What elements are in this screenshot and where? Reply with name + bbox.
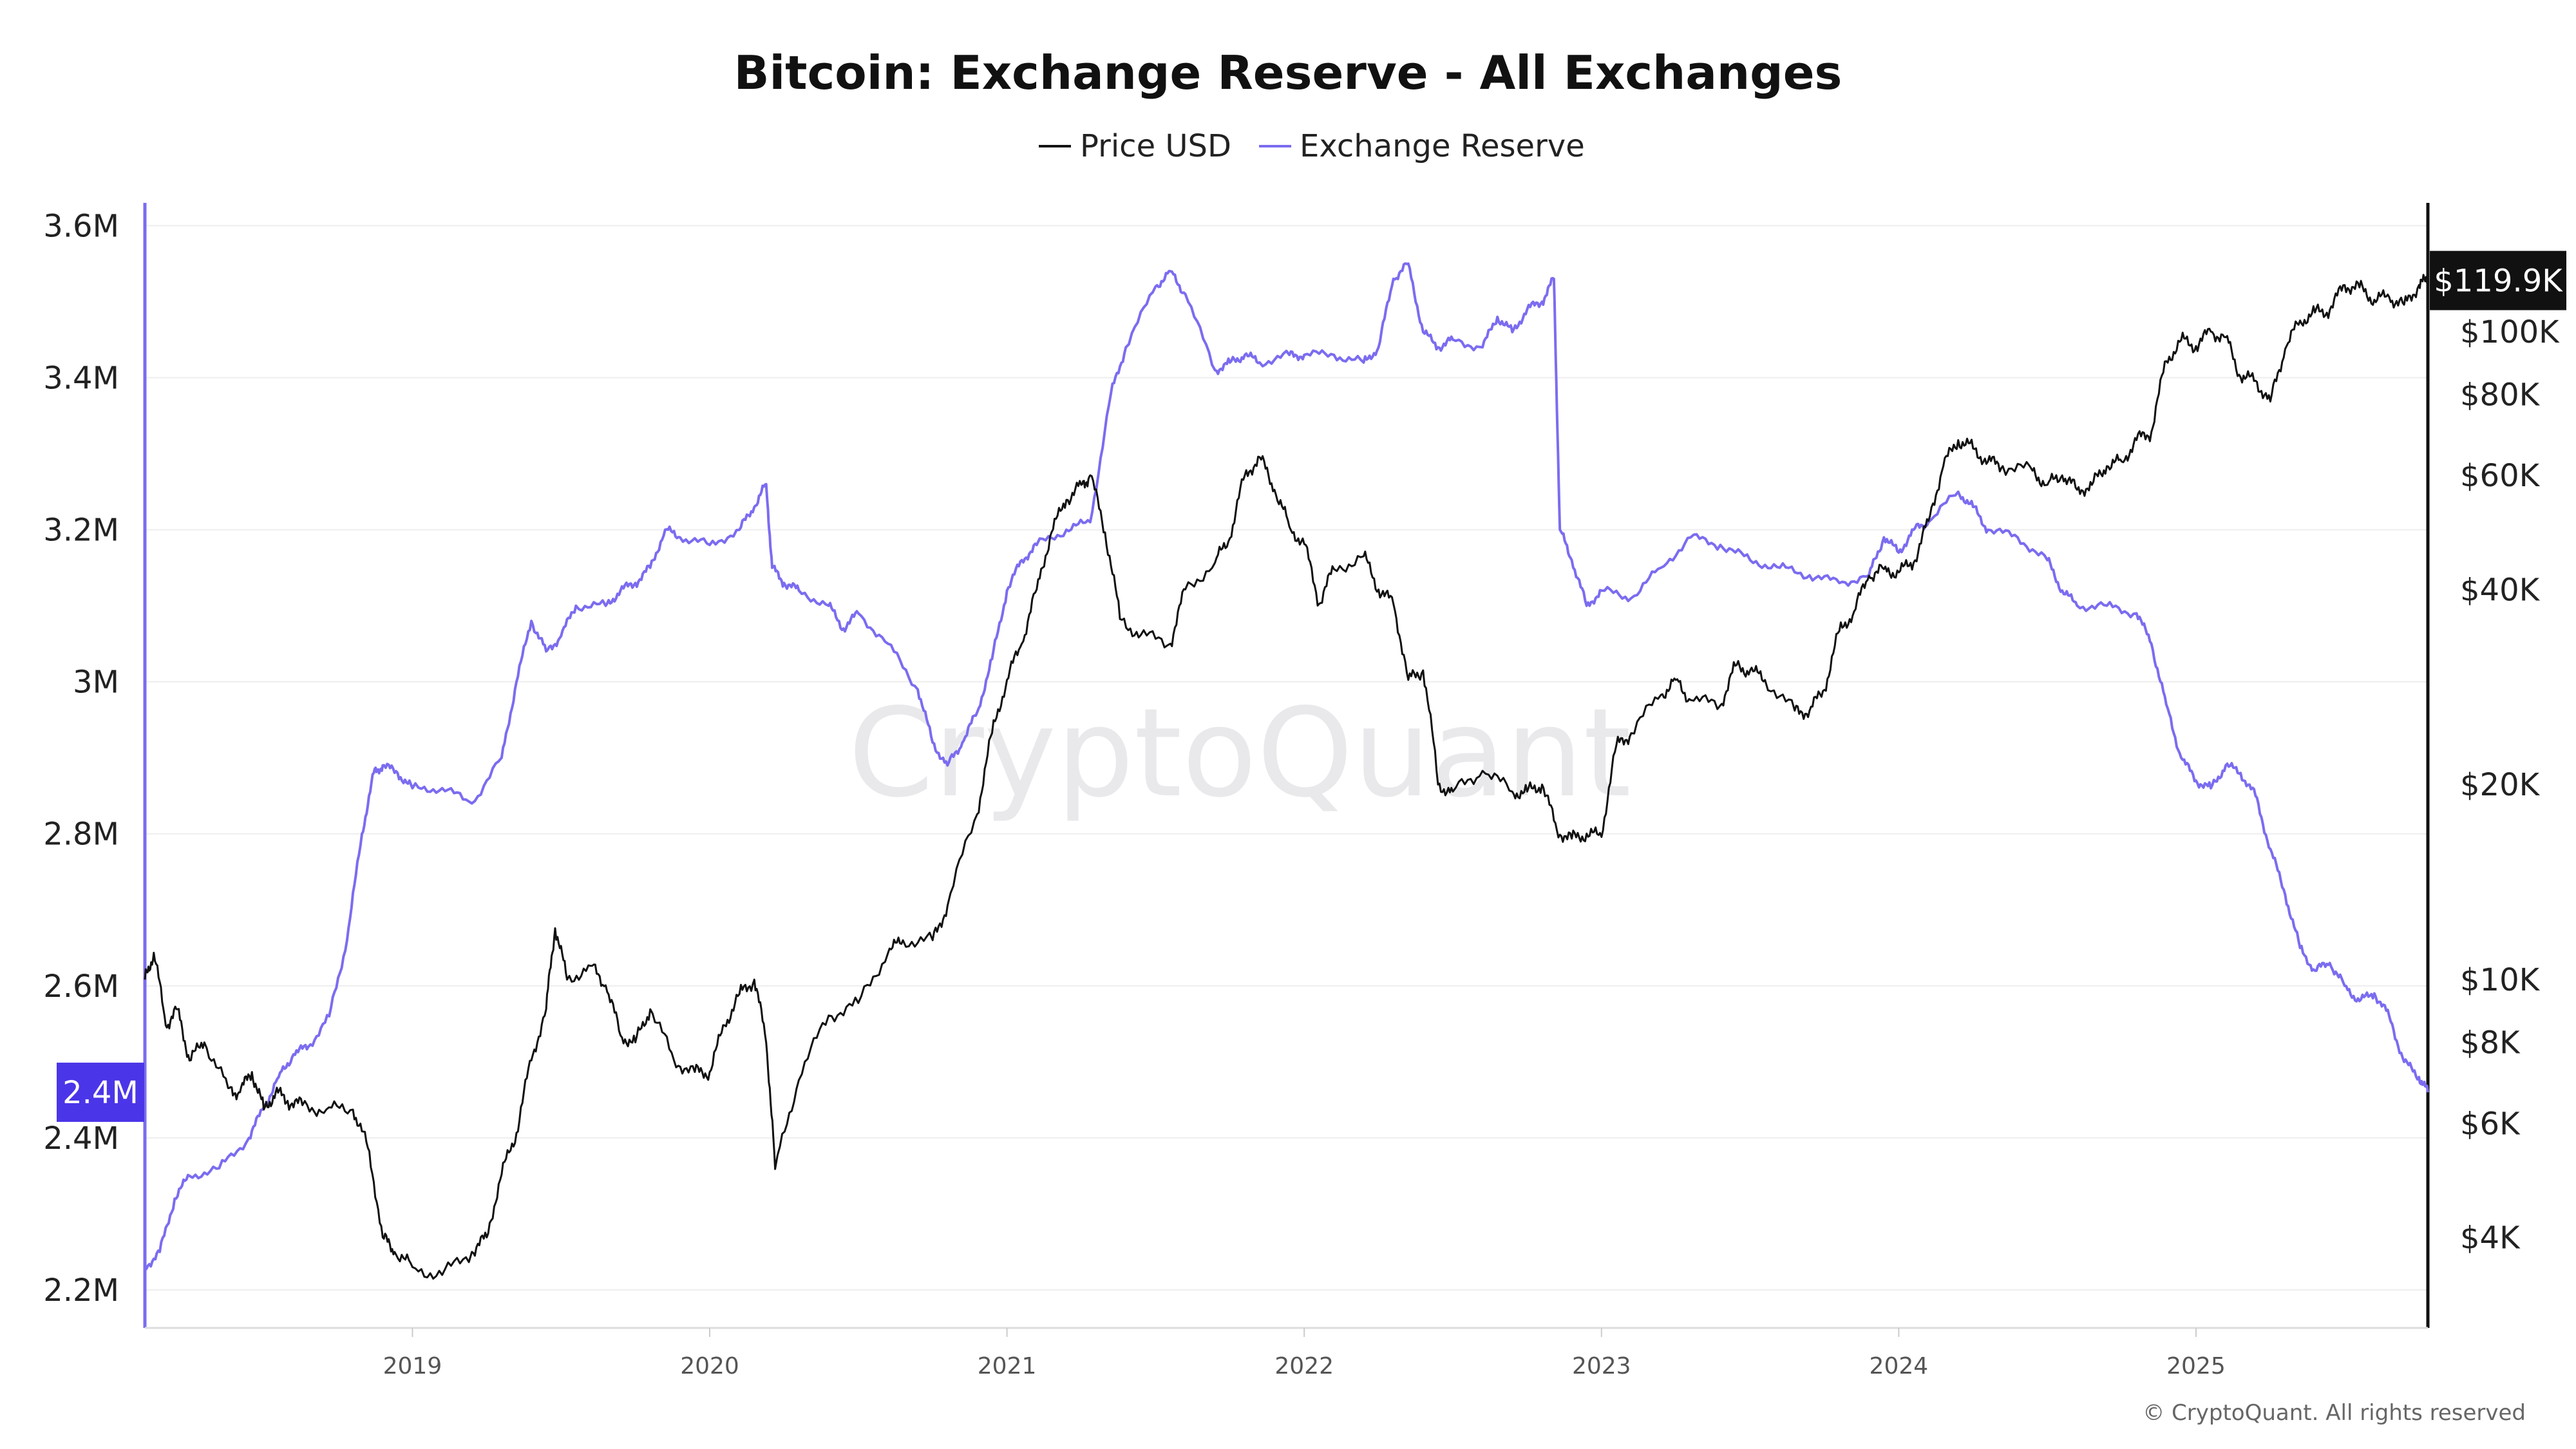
left-tick-label: 3M	[73, 665, 119, 701]
right-tick-label: $60K	[2460, 458, 2541, 494]
x-tick-label: 2024	[1870, 1353, 1929, 1379]
x-tick-label: 2025	[2166, 1353, 2226, 1379]
left-tick-label: 3.2M	[43, 513, 119, 549]
x-tick-label: 2019	[383, 1353, 442, 1379]
legend: Price USD Exchange Reserve	[1039, 128, 1585, 164]
left-tick-label: 2.2M	[43, 1273, 119, 1309]
right-tick-label: $20K	[2460, 767, 2541, 803]
right-badge: $119.9K	[2430, 251, 2566, 310]
x-tick-label: 2023	[1572, 1353, 1631, 1379]
watermark: CryptoQuant	[848, 682, 1631, 824]
x-tick-label: 2021	[978, 1353, 1037, 1379]
right-tick-label: $8K	[2460, 1025, 2521, 1061]
right-tick-label: $4K	[2460, 1220, 2521, 1256]
left-tick-label: 2.6M	[43, 969, 119, 1005]
left-tick-label: 3.6M	[43, 208, 119, 244]
exchange-reserve-line	[144, 262, 2429, 1271]
x-axis-ticks: 2019 2020 2021 2022 2023 2024 2025	[383, 1328, 2226, 1379]
legend-price-label[interactable]: Price USD	[1080, 128, 1231, 164]
x-tick-label: 2022	[1274, 1353, 1334, 1379]
left-tick-label: 2.8M	[43, 817, 119, 853]
right-tick-label: $100K	[2460, 314, 2560, 350]
right-tick-label: $10K	[2460, 962, 2541, 998]
right-badge-value: $119.9K	[2434, 263, 2563, 299]
right-tick-label: $40K	[2460, 572, 2541, 608]
right-axis-ticks: $4K $6K $8K $10K $20K $40K $60K $80K $100K	[2460, 314, 2560, 1256]
x-tick-label: 2020	[680, 1353, 739, 1379]
gridlines	[145, 225, 2428, 1291]
right-tick-label: $6K	[2460, 1106, 2521, 1142]
right-tick-label: $80K	[2460, 377, 2541, 413]
price-usd-line	[144, 274, 2429, 1280]
left-axis-ticks: 2.2M 2.4M 2.6M 2.8M 3M 3.2M 3.4M 3.6M	[43, 208, 119, 1309]
left-tick-label: 2.4M	[43, 1121, 119, 1157]
right-badge-background	[2430, 251, 2566, 310]
left-badge-value: 2.4M	[62, 1075, 138, 1111]
left-badge-background	[57, 1063, 144, 1122]
left-tick-label: 3.4M	[43, 360, 119, 396]
left-badge: 2.4M	[57, 1063, 144, 1122]
copyright: © CryptoQuant. All rights reserved	[2143, 1400, 2526, 1426]
plot-area	[144, 262, 2429, 1280]
legend-reserve-label[interactable]: Exchange Reserve	[1300, 128, 1585, 164]
chart-title: Bitcoin: Exchange Reserve - All Exchange…	[734, 46, 1842, 100]
